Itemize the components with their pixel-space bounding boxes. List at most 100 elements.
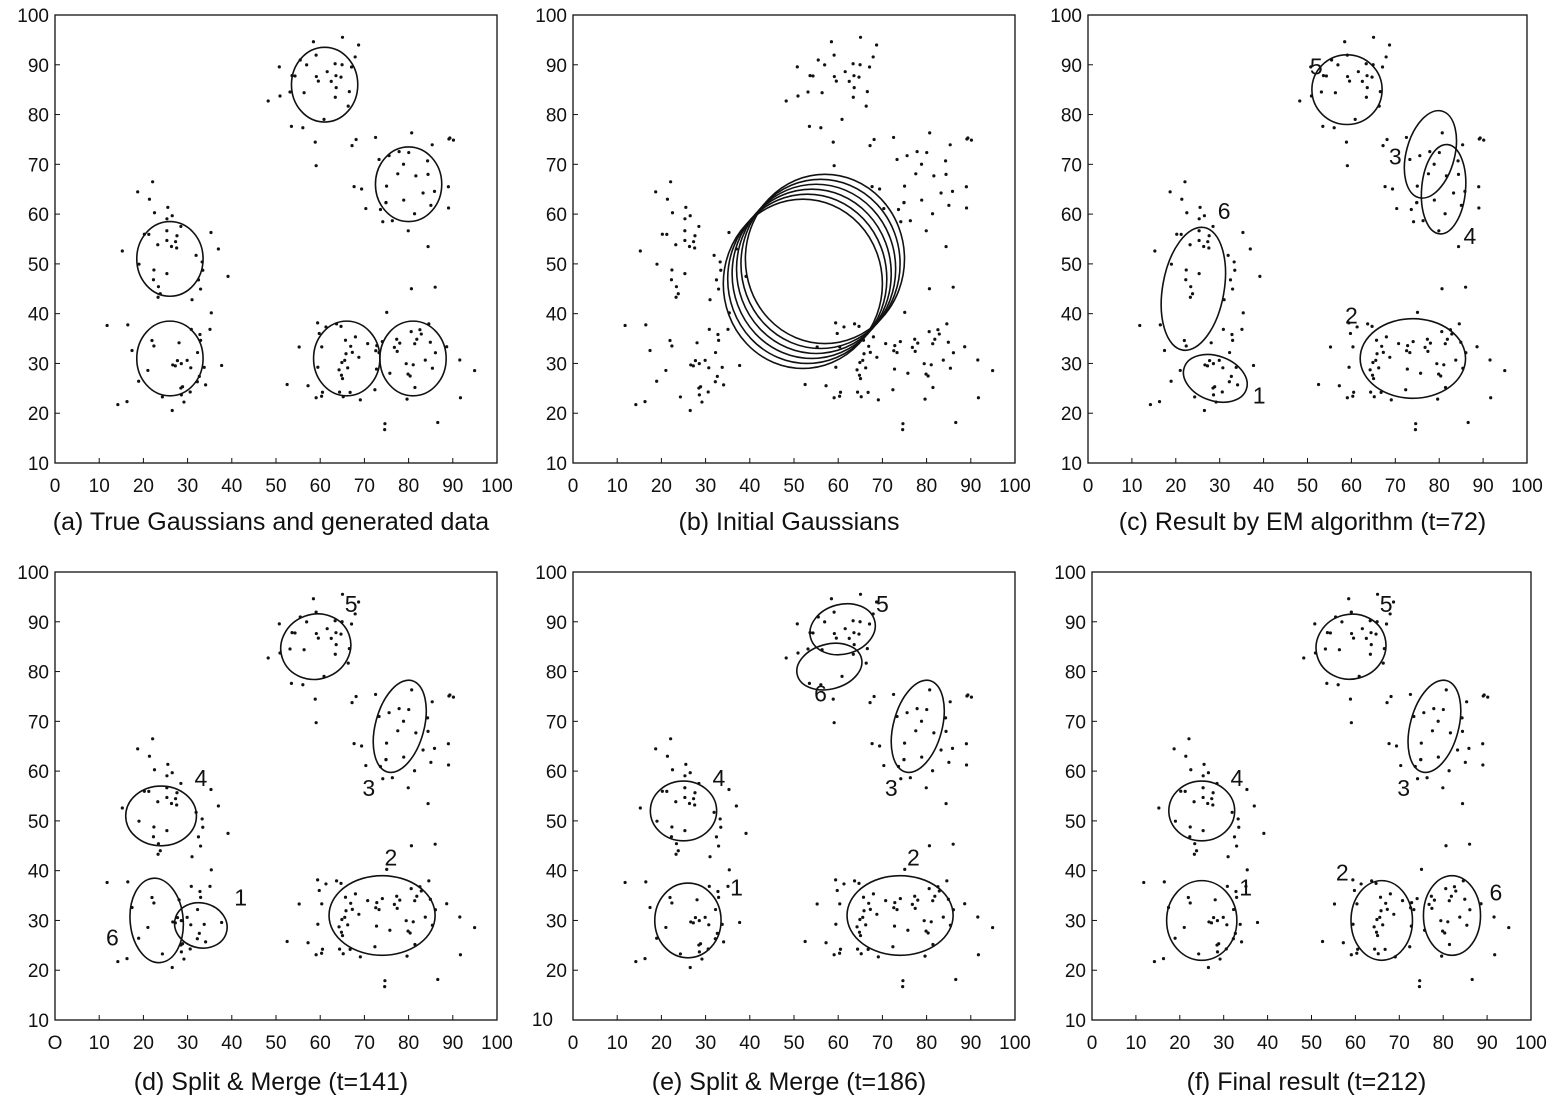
data-point	[875, 912, 879, 916]
data-point	[843, 70, 847, 74]
component-label: 6	[1489, 880, 1502, 906]
component-label: 2	[1336, 860, 1349, 886]
data-point	[1211, 393, 1216, 397]
data-point	[1228, 278, 1233, 282]
data-point	[896, 207, 901, 212]
data-point	[843, 627, 847, 631]
data-point	[834, 79, 838, 83]
data-point	[385, 310, 389, 314]
data-point	[927, 330, 931, 334]
data-point	[829, 40, 834, 44]
x-tick-label: 100	[1511, 476, 1543, 497]
data-point	[1251, 363, 1256, 368]
data-point	[226, 274, 230, 278]
data-point	[1148, 402, 1153, 407]
data-point	[156, 852, 160, 856]
y-tick-label: 90	[28, 56, 49, 77]
data-point	[343, 915, 347, 919]
gaussian-ellipse	[1403, 109, 1458, 199]
data-point	[806, 90, 810, 94]
data-point	[414, 174, 418, 178]
data-point	[333, 62, 337, 66]
data-point	[339, 373, 344, 377]
data-point	[665, 754, 670, 758]
data-point	[914, 729, 918, 733]
data-point	[339, 930, 344, 934]
data-point	[152, 768, 157, 772]
data-point	[1445, 337, 1449, 341]
data-point	[842, 325, 846, 329]
data-point	[313, 140, 317, 144]
data-point	[170, 214, 174, 218]
data-point	[1440, 131, 1444, 135]
data-point	[703, 358, 707, 362]
data-point	[923, 397, 927, 401]
data-point	[316, 365, 320, 369]
data-point	[209, 787, 213, 792]
y-tick-label: 90	[1061, 56, 1082, 77]
data-point	[1391, 600, 1396, 604]
data-point	[1427, 902, 1431, 906]
data-point	[944, 172, 948, 177]
data-point	[726, 884, 730, 888]
data-point	[426, 244, 430, 249]
data-point	[209, 311, 213, 315]
data-point	[803, 939, 807, 944]
data-point	[1298, 99, 1302, 103]
data-point	[914, 172, 918, 176]
data-point	[892, 367, 897, 371]
data-point	[834, 365, 838, 369]
data-point	[902, 200, 906, 205]
data-point	[954, 420, 958, 425]
data-point	[311, 597, 316, 601]
data-point	[160, 395, 165, 399]
data-point	[373, 388, 377, 392]
data-point	[691, 364, 695, 368]
y-tick-label: 30	[28, 354, 49, 375]
data-point	[320, 947, 325, 951]
data-point	[1142, 880, 1146, 885]
data-point	[1444, 844, 1448, 848]
y-tick-label: 100	[535, 563, 567, 584]
data-point	[1415, 777, 1420, 781]
x-tick-label: 90	[960, 1033, 981, 1054]
plot-frame	[54, 14, 498, 464]
data-point	[718, 817, 722, 821]
data-point	[1235, 895, 1239, 899]
data-point	[864, 923, 868, 927]
data-point	[1408, 350, 1412, 355]
x-tick-label: 100	[481, 476, 513, 497]
data-point	[676, 292, 680, 296]
data-point	[697, 393, 701, 397]
data-point	[669, 835, 674, 839]
data-point	[373, 135, 378, 140]
data-point	[1475, 345, 1479, 349]
data-point	[674, 800, 678, 804]
data-point	[120, 249, 124, 253]
data-point	[175, 246, 179, 250]
data-point	[1381, 661, 1385, 665]
data-point	[397, 150, 401, 154]
data-point	[1345, 164, 1349, 168]
data-point	[832, 396, 836, 400]
data-point	[173, 240, 178, 244]
data-point	[381, 777, 385, 781]
x-tick-label: 0	[1087, 1033, 1098, 1054]
data-point	[706, 390, 710, 394]
y-tick-label: 100	[535, 6, 567, 27]
data-point	[950, 746, 955, 751]
data-point	[190, 298, 194, 302]
data-point	[1325, 631, 1330, 635]
data-point	[150, 895, 154, 900]
data-point	[1188, 901, 1192, 905]
data-point	[373, 945, 377, 949]
data-point	[340, 63, 344, 67]
data-point	[669, 180, 673, 184]
data-point	[1184, 278, 1188, 282]
data-point	[314, 53, 318, 57]
data-point	[871, 892, 876, 896]
data-point	[1436, 755, 1440, 759]
data-point	[297, 902, 301, 906]
data-point	[796, 651, 800, 655]
data-point	[928, 688, 932, 692]
